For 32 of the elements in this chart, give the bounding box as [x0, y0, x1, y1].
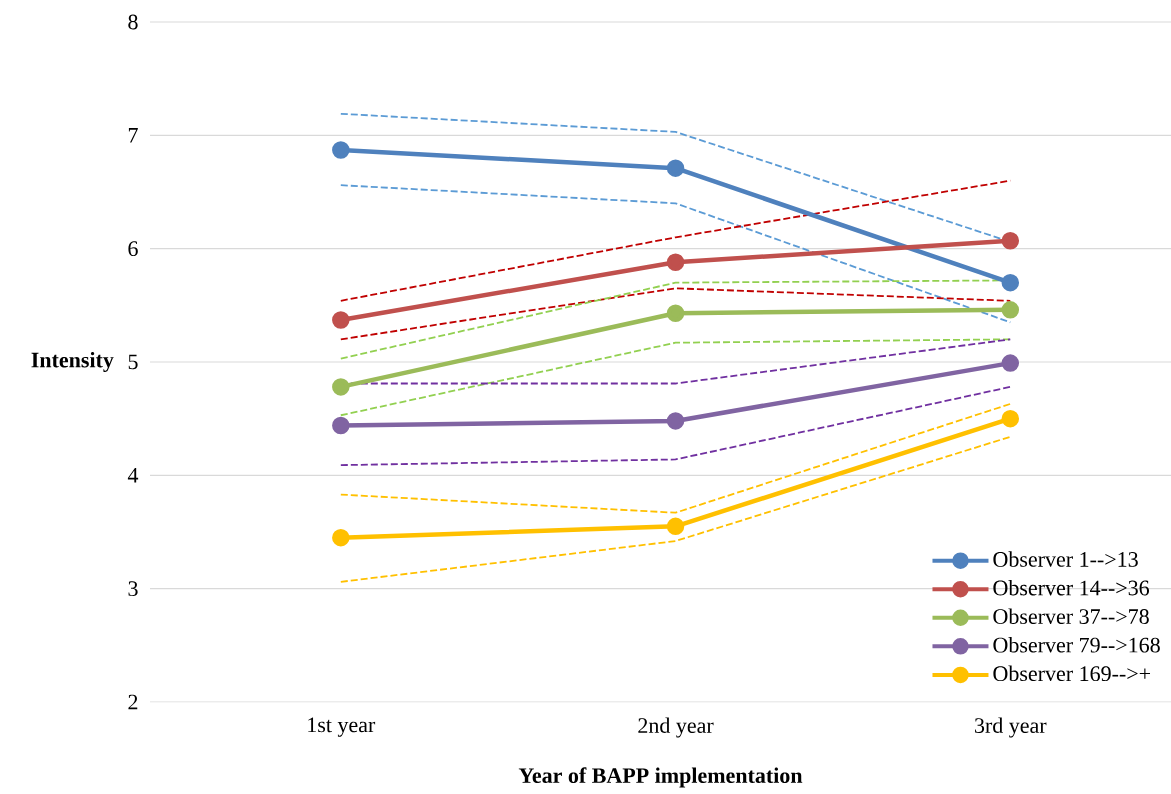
point [1001, 409, 1020, 428]
point [332, 378, 350, 396]
x-tick-label: 2nd year [638, 717, 714, 738]
point [1001, 273, 1020, 292]
legend-label: Observer 169-->+ [993, 665, 1151, 682]
y-tick-label: 5 [128, 354, 138, 370]
legend-label: Observer 14-->36 [993, 579, 1150, 596]
point [666, 159, 685, 177]
y-tick-label: 3 [128, 581, 138, 597]
point [666, 304, 685, 322]
point [666, 412, 685, 430]
legend-label: Observer 37-->78 [993, 608, 1149, 624]
x-tick-label: 1st year [308, 717, 376, 737]
y-tick-label: 7 [128, 128, 138, 143]
legend-label: Observer 1-->13 [993, 551, 1138, 567]
point [666, 253, 685, 271]
x-tick-label: 3rd year [975, 717, 1047, 738]
point [666, 517, 685, 536]
legend-label: Observer 79-->168 [993, 637, 1160, 653]
x-axis-title: Year of BAPP implementation [518, 767, 803, 788]
y-axis-title: Intensity [31, 351, 114, 372]
y-tick-label: 2 [128, 694, 138, 710]
point [332, 141, 350, 159]
point [1001, 354, 1020, 372]
y-tick-label: 4 [127, 468, 139, 483]
point [1001, 231, 1020, 250]
y-tick-label: 6 [128, 241, 138, 257]
y-tick-label: 8 [128, 14, 138, 30]
point [332, 416, 350, 435]
point [332, 528, 350, 547]
point [1001, 301, 1020, 319]
point [332, 311, 350, 329]
